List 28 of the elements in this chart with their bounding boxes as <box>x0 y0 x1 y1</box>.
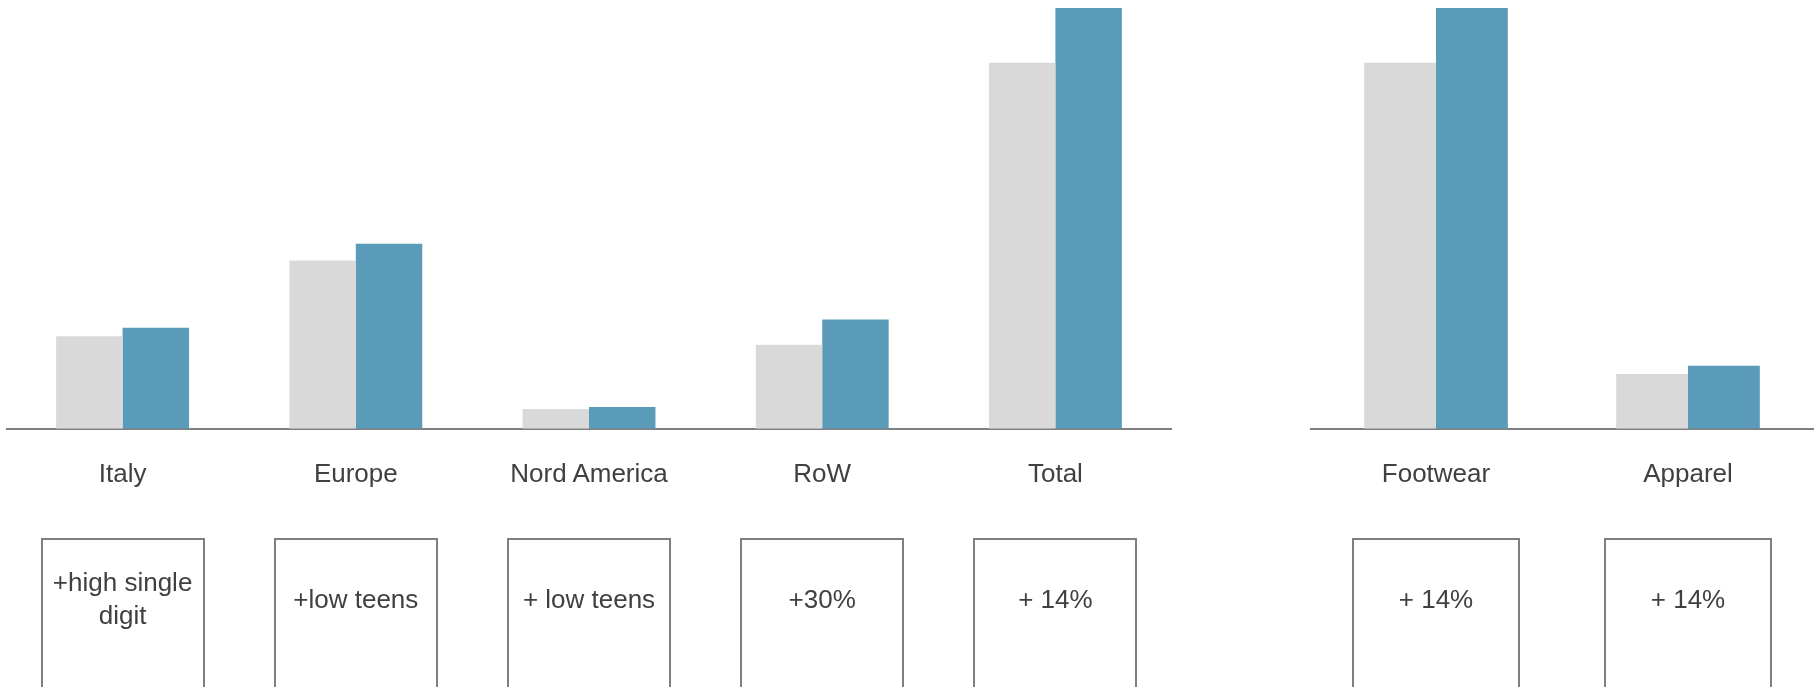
bar <box>822 319 889 429</box>
bar <box>1436 8 1508 429</box>
x-tick-label: Italy <box>98 457 147 488</box>
x-tick-label: RoW <box>793 457 852 488</box>
bar <box>1616 374 1688 429</box>
x-tick-label: Europe <box>313 457 398 488</box>
text: + low teens <box>522 582 656 616</box>
bar <box>755 344 823 429</box>
bar <box>589 406 656 429</box>
bar <box>289 260 356 429</box>
text: +low teens <box>293 582 419 616</box>
bar <box>355 243 423 429</box>
text: + 14% <box>1650 582 1726 616</box>
bar <box>1055 8 1122 429</box>
x-tick-label: Footwear <box>1381 457 1491 488</box>
bar <box>56 336 123 429</box>
text: + 14% <box>1018 582 1093 616</box>
bar <box>122 327 190 429</box>
text: +30% <box>788 582 856 616</box>
bar <box>1688 365 1760 429</box>
bar <box>1364 62 1436 429</box>
bar <box>522 409 589 429</box>
text: + 14% <box>1398 582 1474 616</box>
x-tick-label: Apparel <box>1643 457 1733 488</box>
x-tick-label: Nord America <box>510 457 669 488</box>
x-tick-label: Total <box>1027 457 1083 488</box>
bar <box>988 62 1056 429</box>
text: +high single digit <box>51 566 194 632</box>
